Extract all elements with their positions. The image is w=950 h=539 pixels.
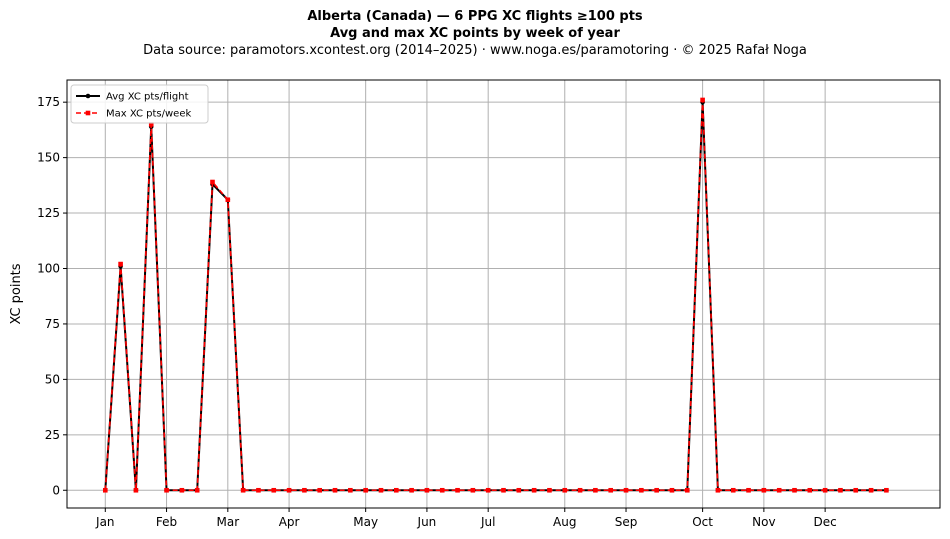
data-point <box>715 487 721 493</box>
data-point <box>547 487 552 493</box>
data-point <box>470 487 476 493</box>
y-axis-label: XC points <box>9 263 24 324</box>
data-point <box>348 487 353 493</box>
data-point <box>240 487 246 493</box>
series-avg <box>102 99 889 493</box>
data-point <box>164 487 169 493</box>
data-point <box>378 487 384 493</box>
data-point <box>868 487 874 493</box>
y-tick-label: 75 <box>45 317 60 331</box>
x-tick-label: Sep <box>615 515 638 529</box>
y-tick-label: 125 <box>37 206 60 220</box>
y-tick-label: 25 <box>45 428 60 442</box>
x-tick-label: Nov <box>752 515 775 529</box>
data-point <box>363 487 368 493</box>
data-point <box>501 487 506 493</box>
legend-marker <box>85 110 91 116</box>
legend-item: Avg XC pts/flight <box>76 92 189 103</box>
data-point <box>838 487 843 493</box>
data-point <box>746 487 751 493</box>
data-point <box>884 487 889 493</box>
x-tick-label: Feb <box>156 515 177 529</box>
data-point <box>623 487 629 493</box>
data-point <box>148 122 154 127</box>
series-layer <box>102 97 889 493</box>
x-tick-label: Jul <box>480 515 495 529</box>
data-point <box>577 487 583 493</box>
data-point <box>225 197 231 203</box>
data-point <box>409 487 414 493</box>
data-point <box>853 487 859 493</box>
y-tick-label: 50 <box>45 372 60 386</box>
legend-marker <box>85 93 91 99</box>
y-tick-label: 175 <box>37 95 60 109</box>
data-point <box>455 487 460 493</box>
data-point <box>133 487 139 493</box>
data-point <box>684 487 690 493</box>
y-tick-label: 100 <box>37 261 60 275</box>
data-point <box>776 487 782 493</box>
plot-frame <box>66 79 941 509</box>
data-point <box>761 487 767 493</box>
data-point <box>608 487 614 493</box>
chart-subtitle: Avg and max XC points by week of year <box>330 26 620 41</box>
data-point <box>118 261 123 267</box>
data-point <box>393 487 399 493</box>
data-point <box>654 487 659 493</box>
data-point <box>822 487 828 493</box>
data-point <box>485 487 491 493</box>
axes: 0 25 50 75 100 125 150 175 Jan Feb Mar Apr May Jun Jul… <box>37 95 837 529</box>
x-tick-label: Apr <box>279 515 300 529</box>
x-tick-label: Jan <box>95 515 115 529</box>
data-point <box>531 487 537 493</box>
data-point <box>424 487 430 493</box>
chart-source: Data source: paramotors.xcontest.org (20… <box>143 43 807 58</box>
data-point <box>593 487 598 493</box>
data-point <box>562 487 568 493</box>
legend-item: Max XC pts/week <box>76 109 191 120</box>
data-point <box>669 487 675 493</box>
data-point <box>317 487 323 493</box>
data-point <box>302 487 307 493</box>
x-tick-label: Oct <box>692 515 713 529</box>
grid-lines <box>67 80 940 508</box>
data-point <box>730 487 736 493</box>
legend-box <box>70 84 209 124</box>
data-point <box>332 487 338 493</box>
x-tick-label: Jun <box>417 515 437 529</box>
data-point <box>210 179 215 185</box>
x-tick-label: Mar <box>216 515 239 529</box>
data-point <box>286 487 292 493</box>
data-point <box>792 487 797 493</box>
series-line <box>104 99 887 492</box>
series-line <box>104 101 887 492</box>
legend: Avg XC pts/flight Max XC pts/week <box>70 84 209 124</box>
data-point <box>807 487 813 493</box>
x-tick-label: Aug <box>553 515 576 529</box>
data-point <box>516 487 522 493</box>
data-point <box>271 487 277 493</box>
data-point <box>102 487 108 493</box>
series-max <box>102 97 889 493</box>
data-point <box>700 97 705 103</box>
legend-label: Avg XC pts/flight <box>106 92 189 103</box>
x-tick-label: May <box>353 515 378 529</box>
chart-title: Alberta (Canada) — 6 PPG XC flights ≥100… <box>307 9 643 24</box>
data-point <box>256 487 261 493</box>
x-tick-label: Dec <box>814 515 837 529</box>
y-tick-label: 150 <box>37 151 60 165</box>
data-point <box>194 487 200 493</box>
legend-label: Max XC pts/week <box>106 109 191 120</box>
data-point <box>179 487 185 493</box>
data-point <box>439 487 445 493</box>
y-tick-label: 0 <box>52 483 60 497</box>
data-point <box>639 487 644 493</box>
